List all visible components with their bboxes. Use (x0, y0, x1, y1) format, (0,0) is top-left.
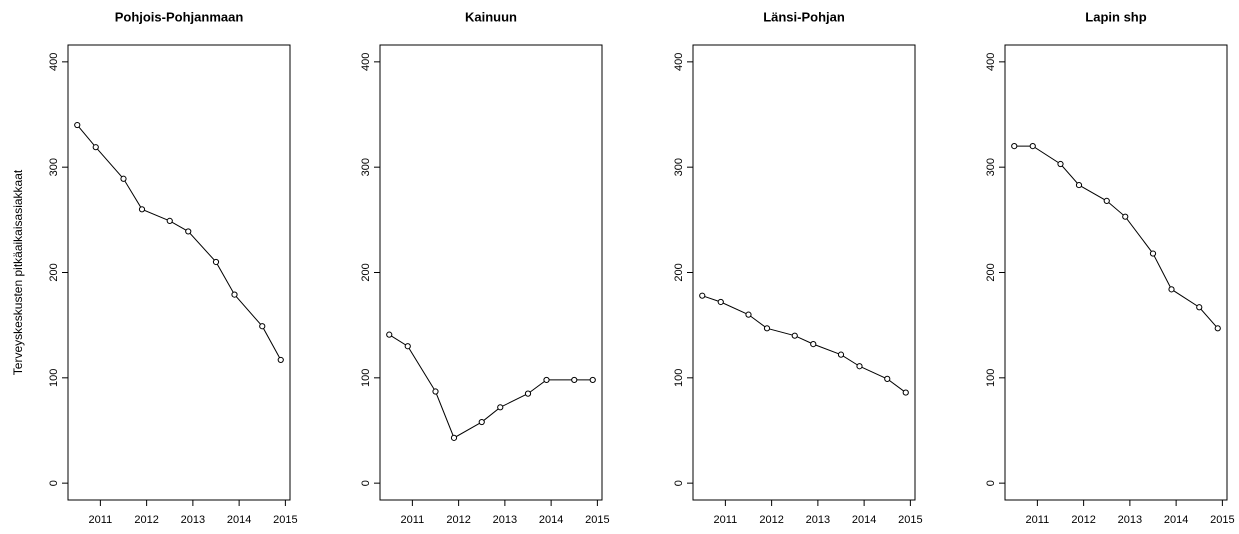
point (478, 418, 485, 426)
series-line (76, 124, 282, 361)
x-tick-label: 2012 (1071, 514, 1095, 526)
x-tick-label: 2015 (1210, 514, 1234, 526)
y-tick-label: 100 (360, 369, 372, 387)
point (1029, 143, 1036, 150)
point (1103, 197, 1110, 204)
x-tick-label: 2011 (714, 514, 738, 526)
y-tick-label: 200 (48, 263, 60, 281)
series-line (1014, 145, 1219, 329)
point (1011, 143, 1018, 150)
series-line (388, 334, 593, 439)
point (1196, 304, 1203, 311)
x-tick-label: 2015 (898, 514, 922, 526)
point (497, 404, 504, 411)
plot-frame (67, 44, 291, 501)
point (277, 356, 284, 364)
y-tick-label: 200 (673, 263, 685, 281)
x-tick-label: 2015 (585, 514, 609, 526)
panel-title: Pohjois-Pohjanmaan (115, 9, 244, 24)
point (404, 343, 411, 350)
panel-title: Lapin shp (1085, 9, 1146, 24)
y-tick-label: 0 (360, 480, 372, 486)
y-tick-label: 300 (985, 158, 997, 176)
point (524, 390, 532, 397)
x-tick-label: 2014 (1164, 514, 1188, 526)
y-tick-label: 200 (360, 263, 372, 281)
x-tick-label: 2012 (134, 514, 158, 526)
point (450, 434, 458, 441)
x-tick-label: 2013 (1118, 514, 1142, 526)
point (589, 376, 596, 384)
point (856, 363, 863, 370)
y-tick-label: 0 (673, 480, 685, 486)
x-tick-label: 2014 (227, 514, 251, 526)
point (791, 332, 798, 339)
y-axis-label: Terveyskeskusten pitkäaikaisasiakkaat (11, 169, 25, 375)
point (432, 388, 439, 395)
point (138, 206, 146, 213)
y-tick-label: 100 (48, 369, 60, 387)
point (884, 375, 891, 382)
x-tick-label: 2011 (1026, 514, 1050, 526)
y-tick-label: 100 (985, 369, 997, 387)
point (259, 323, 266, 330)
point (745, 311, 752, 318)
plot-frame (1004, 44, 1228, 501)
point (1149, 250, 1157, 257)
panel-title: Länsi-Pohjan (763, 9, 845, 24)
point (1057, 160, 1064, 168)
point (1214, 325, 1221, 332)
x-tick-label: 2013 (493, 514, 517, 526)
y-tick-label: 400 (48, 53, 60, 71)
point (74, 121, 81, 129)
point (763, 325, 771, 332)
point (810, 341, 817, 348)
point (166, 217, 173, 224)
x-tick-label: 2012 (759, 514, 783, 526)
point (699, 292, 706, 299)
x-tick-label: 2014 (539, 514, 563, 526)
y-tick-label: 400 (673, 53, 685, 71)
y-tick-label: 100 (673, 369, 685, 387)
point (212, 258, 220, 266)
series-line (702, 295, 907, 393)
point (120, 175, 127, 182)
x-tick-label: 2011 (89, 514, 113, 526)
point (717, 298, 724, 306)
y-tick-label: 300 (673, 158, 685, 176)
point (1122, 213, 1129, 220)
point (543, 376, 550, 384)
plot-frame (379, 44, 603, 501)
point (386, 331, 393, 338)
point (231, 291, 238, 298)
y-tick-label: 200 (985, 263, 997, 281)
point (185, 228, 192, 235)
x-tick-label: 2013 (806, 514, 830, 526)
point (902, 389, 909, 396)
point (571, 376, 578, 384)
y-tick-label: 300 (360, 158, 372, 176)
y-tick-label: 400 (360, 53, 372, 71)
y-tick-label: 0 (985, 480, 997, 486)
x-tick-label: 2012 (446, 514, 470, 526)
panel-title: Kainuun (465, 9, 517, 24)
x-tick-label: 2015 (273, 514, 297, 526)
point (92, 144, 99, 151)
point (1075, 181, 1083, 189)
y-tick-label: 0 (48, 480, 60, 486)
y-tick-label: 300 (48, 158, 60, 176)
point (837, 351, 845, 358)
point (1168, 286, 1175, 293)
x-tick-label: 2011 (401, 514, 425, 526)
y-tick-label: 400 (985, 53, 997, 71)
x-tick-label: 2014 (852, 514, 876, 526)
plot-frame (692, 44, 916, 501)
x-tick-label: 2013 (181, 514, 205, 526)
